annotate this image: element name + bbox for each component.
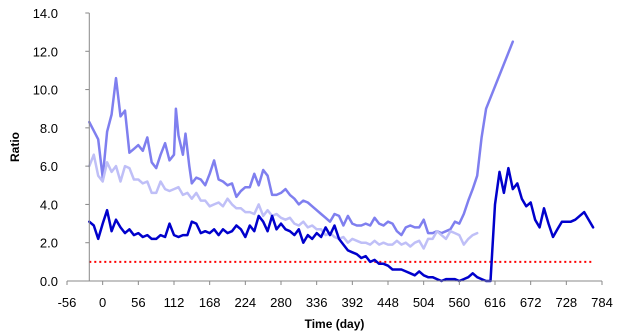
series-line-2 (88, 153, 479, 250)
x-axis-ticks: -56 0 56 112 168 224 280 336 392 448 504 560 616 672 7… (58, 281, 613, 310)
x-tick-label: 224 (234, 295, 256, 310)
y-tick-label: 4.0 (40, 197, 58, 212)
y-tick-label: 12.0 (33, 44, 58, 59)
x-tick-label: 168 (199, 295, 221, 310)
x-tick-label: 0 (99, 295, 106, 310)
x-tick-label: 336 (306, 295, 328, 310)
x-tick-label: 448 (377, 295, 399, 310)
y-axis-ticks: 0.0 2.0 4.0 6.0 8.0 10.0 12.0 14.0 (33, 6, 90, 289)
x-tick-label: 560 (448, 295, 470, 310)
y-tick-label: 8.0 (40, 121, 58, 136)
y-tick-label: 6.0 (40, 159, 58, 174)
x-tick-label: 392 (341, 295, 363, 310)
series-line-3 (88, 166, 595, 283)
y-axis-title: Ratio (8, 132, 22, 162)
y-tick-label: 2.0 (40, 236, 58, 251)
x-tick-label: 280 (270, 295, 292, 310)
x-tick-label: 784 (591, 295, 613, 310)
x-tick-label: -56 (58, 295, 77, 310)
x-tick-label: 56 (131, 295, 145, 310)
x-tick-label: 728 (555, 295, 577, 310)
y-tick-label: 14.0 (33, 6, 58, 21)
x-tick-label: 112 (164, 295, 185, 310)
plot-area (88, 40, 595, 283)
x-axis-title: Time (day) (305, 317, 365, 331)
x-tick-label: 504 (413, 295, 435, 310)
series-line-1 (88, 40, 515, 237)
y-tick-label: 10.0 (33, 83, 58, 98)
y-tick-label: 0.0 (40, 274, 58, 289)
x-tick-label: 616 (484, 295, 506, 310)
x-tick-label: 672 (520, 295, 542, 310)
